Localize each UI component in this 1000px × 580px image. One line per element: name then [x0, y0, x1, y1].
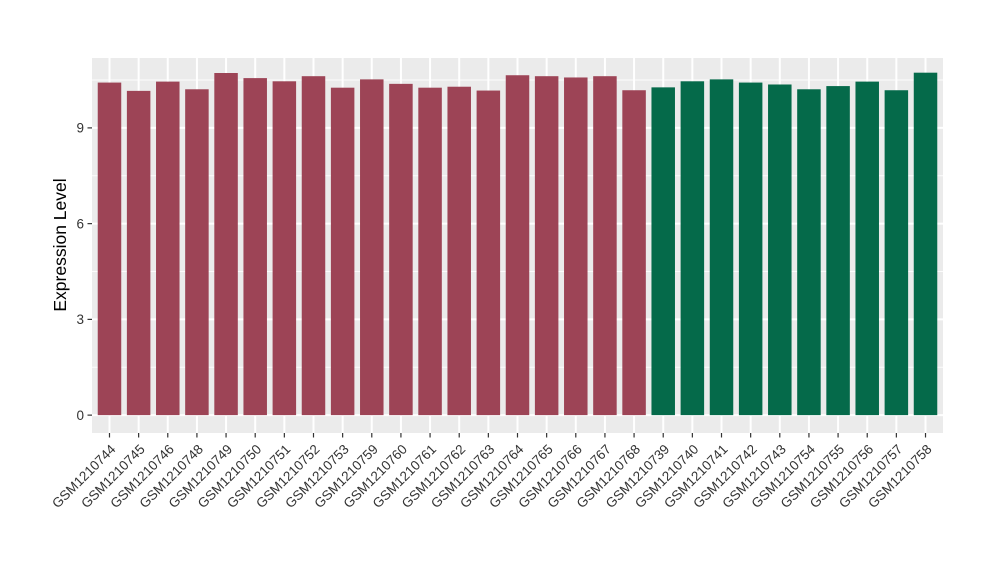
bar-GSM1210762 [447, 86, 471, 416]
bar-GSM1210756 [855, 81, 879, 416]
bar-GSM1210759 [360, 79, 384, 416]
y-tick-label: 6 [76, 216, 84, 231]
bars [97, 72, 938, 416]
bar-GSM1210751 [272, 81, 297, 416]
bar-GSM1210763 [476, 90, 501, 416]
y-tick-label: 0 [76, 408, 84, 423]
bar-GSM1210739 [651, 87, 675, 416]
y-tick-label: 3 [76, 312, 84, 327]
bar-GSM1210761 [418, 87, 442, 416]
bar-GSM1210765 [534, 76, 559, 416]
bar-GSM1210767 [593, 76, 617, 416]
bar-GSM1210749 [214, 73, 238, 416]
bar-GSM1210744 [97, 82, 122, 416]
bar-GSM1210768 [622, 90, 646, 416]
bar-GSM1210754 [797, 89, 821, 416]
bar-GSM1210746 [156, 81, 180, 416]
bar-GSM1210752 [301, 76, 326, 416]
bar-GSM1210760 [389, 83, 413, 416]
bar-GSM1210745 [126, 90, 151, 416]
bar-GSM1210755 [826, 86, 850, 416]
bar-GSM1210742 [738, 82, 763, 416]
y-axis-title: Expression Level [50, 178, 70, 311]
bar-GSM1210741 [709, 79, 734, 416]
bar-GSM1210750 [243, 78, 267, 416]
bar-GSM1210743 [768, 84, 792, 416]
bar-GSM1210764 [505, 75, 530, 416]
bar-GSM1210757 [884, 90, 909, 416]
bar-GSM1210740 [680, 81, 705, 416]
bar-GSM1210753 [330, 87, 355, 416]
y-tick-label: 9 [76, 121, 84, 136]
bar-GSM1210748 [185, 89, 209, 416]
bar-GSM1210766 [564, 77, 588, 416]
bar-GSM1210758 [913, 72, 938, 416]
